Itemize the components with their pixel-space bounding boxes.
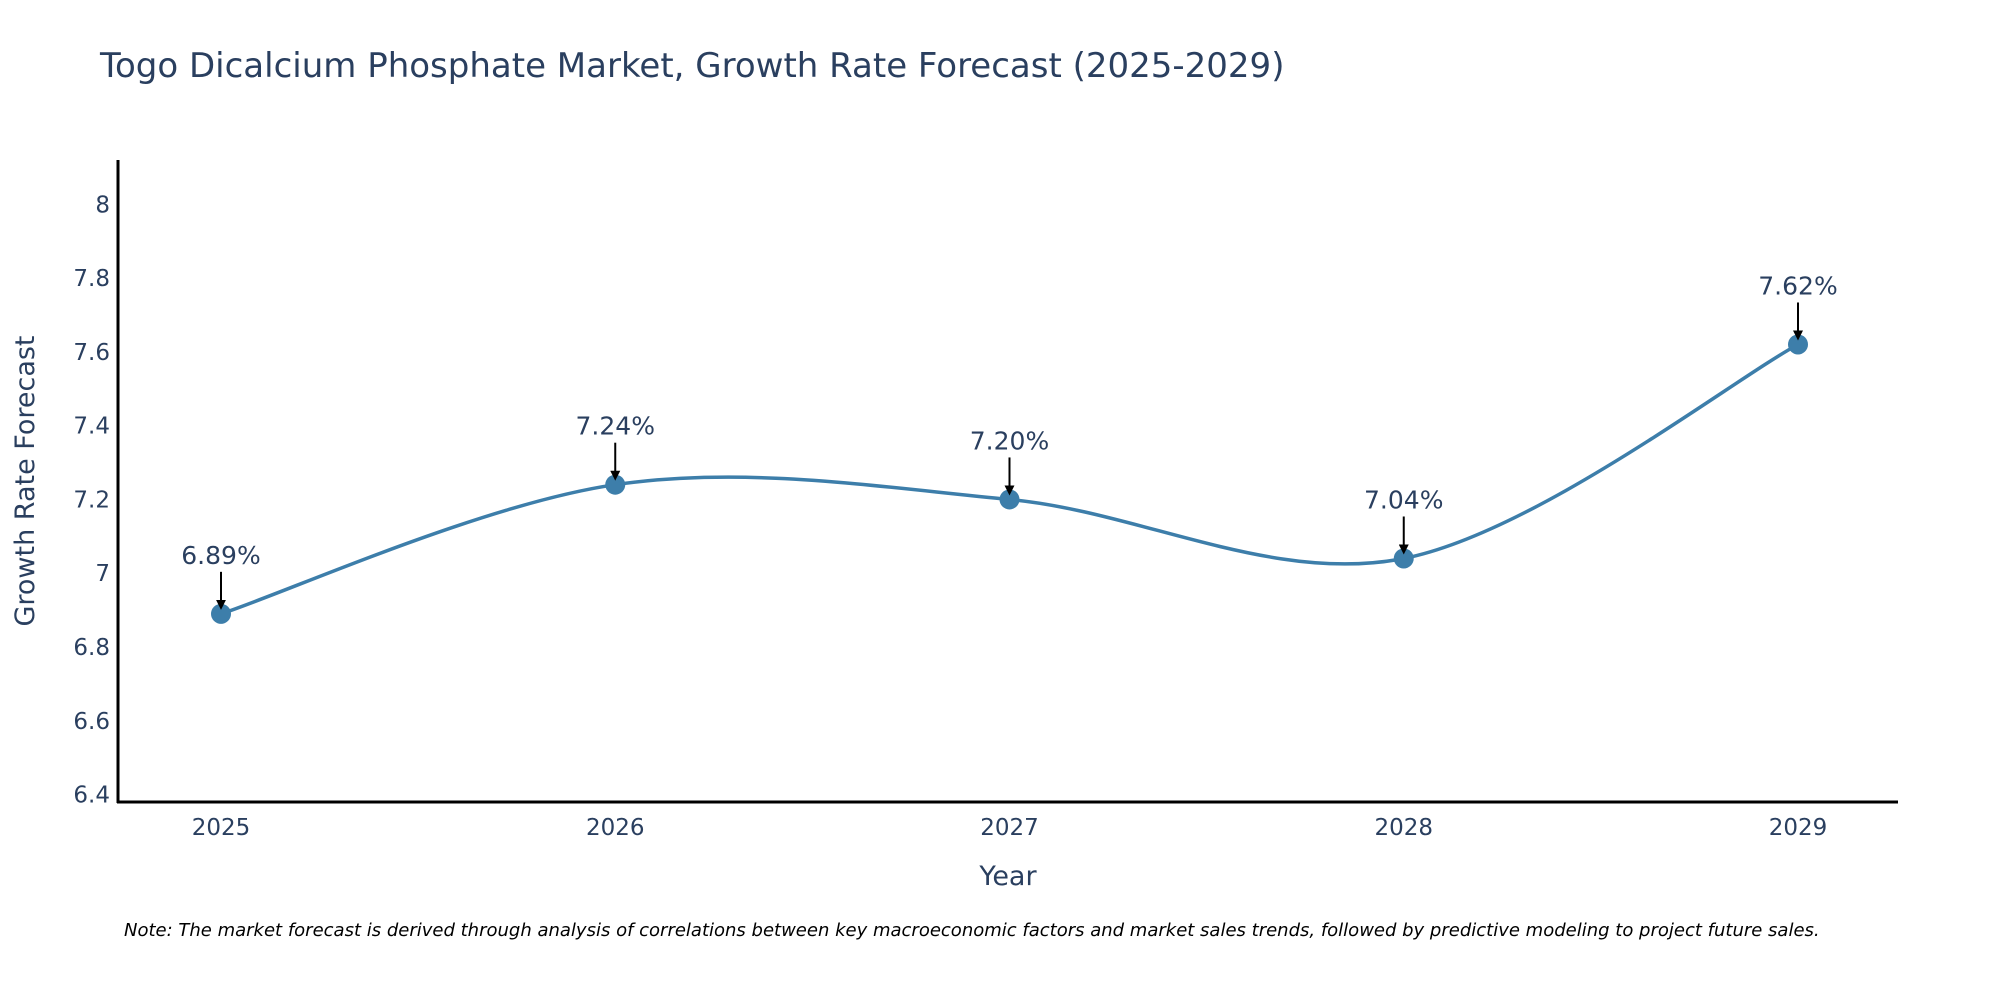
data-annotations: 6.89% 7.24% 7.20% 7.04% 7.62% (181, 271, 1838, 610)
chart-note: Note: The market forecast is derived thr… (124, 920, 1820, 941)
data-label: 7.20% (970, 426, 1049, 455)
y-tick-label: 7.6 (73, 340, 110, 366)
data-label: 7.04% (1364, 485, 1443, 514)
y-axis-ticks: 6.4 6.6 6.8 7 7.2 7.4 7.6 7.8 8 (73, 192, 110, 808)
x-tick-label: 2026 (586, 815, 645, 841)
y-tick-label: 8 (95, 192, 110, 218)
data-label: 7.24% (576, 412, 655, 441)
data-label: 7.62% (1758, 271, 1837, 300)
y-tick-label: 6.8 (73, 635, 110, 661)
x-tick-label: 2029 (1769, 815, 1828, 841)
y-tick-label: 7.2 (73, 487, 110, 513)
y-axis-title: Growth Rate Forecast (10, 335, 41, 626)
y-tick-label: 7.8 (73, 266, 110, 292)
x-axis-title: Year (978, 861, 1037, 892)
y-tick-label: 6.6 (73, 709, 110, 735)
y-tick-label: 6.4 (73, 783, 110, 809)
y-tick-label: 7 (95, 561, 110, 587)
x-tick-label: 2027 (980, 815, 1039, 841)
x-tick-label: 2025 (192, 815, 251, 841)
data-point (1393, 548, 1414, 569)
data-point (211, 603, 231, 624)
data-point (999, 489, 1020, 510)
x-axis-ticks: 2025 2026 2027 2028 2029 (192, 815, 1828, 841)
chart-title: Togo Dicalcium Phosphate Market, Growth … (100, 46, 1285, 86)
data-label: 6.89% (181, 541, 260, 570)
x-tick-label: 2028 (1374, 815, 1433, 841)
y-tick-label: 7.4 (73, 414, 110, 440)
data-point (605, 474, 626, 495)
data-point (1788, 334, 1808, 355)
